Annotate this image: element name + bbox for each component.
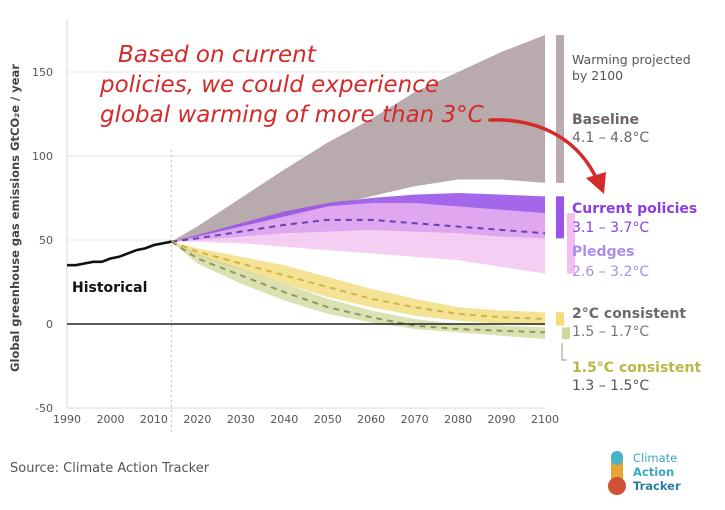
range-baseline: 4.1 – 4.8°C (572, 130, 649, 146)
projection-header-line-2: by 2100 (572, 68, 623, 83)
range-bar-pledges (567, 213, 575, 274)
annotation-arrow (488, 118, 600, 184)
scenario-medians (170, 218, 546, 334)
logo-text-line-2: Action (633, 465, 674, 479)
x-tick-label: 2080 (444, 413, 472, 426)
scenario-labels: Baseline 4.1 – 4.8°C Current policies 3.1 –… (572, 112, 701, 394)
range-1-5-c-consistent: 1.3 – 1.5°C (572, 378, 649, 394)
scenario-bands (171, 35, 546, 340)
x-tick-label: 2020 (183, 413, 211, 426)
band-baseline (171, 35, 546, 242)
label-pledges: Pledges (572, 244, 634, 260)
label-baseline: Baseline (572, 112, 639, 128)
x-tick-label: 2090 (488, 413, 516, 426)
median-1-5-c-consistent (170, 240, 546, 334)
band-1-5-c-consistent (171, 241, 546, 340)
x-tick-label: 2060 (357, 413, 385, 426)
x-tick-labels: 1990 2000 2010 2020 2030 2040 2050 2060 2070 2080… (53, 413, 559, 426)
historical-label: Historical (72, 280, 147, 296)
band-2-c-consistent (171, 241, 546, 326)
x-tick-label: 2050 (314, 413, 342, 426)
range-2-c-consistent: 1.5 – 1.7°C (572, 324, 649, 340)
range-pledges: 2.6 – 3.2°C (572, 264, 649, 280)
y-tick-label: 100 (32, 150, 53, 163)
source-text: Source: Climate Action Tracker (10, 461, 210, 476)
x-tick-label: 2000 (96, 413, 124, 426)
y-tick-label: 150 (32, 66, 53, 79)
y-tick-label: 0 (46, 318, 53, 331)
x-tick-label: 2070 (401, 413, 429, 426)
x-tick-label: 2040 (270, 413, 298, 426)
historical-line (67, 240, 172, 267)
range-bar-2-c-consistent (556, 312, 564, 326)
annotation-arrowhead (586, 172, 606, 194)
band-pledges (171, 203, 546, 274)
bracket (561, 343, 567, 361)
logo-text-line-1: Climate (633, 451, 677, 465)
label-current-policies: Current policies (572, 201, 697, 217)
annotation-line-2: policies, we could experience (99, 72, 439, 98)
annotation: Based on current policies, we could exper… (99, 42, 484, 128)
range-current-policies: 3.1 – 3.7°C (572, 220, 649, 236)
x-tick-label: 2100 (531, 413, 559, 426)
range-bar-baseline (556, 35, 564, 183)
projection-header-line-1: Warming projected (572, 52, 691, 67)
y-tick-labels: -50 0 50 100 150 (32, 66, 53, 415)
logo: Climate Action Tracker (608, 451, 681, 495)
annotation-line-1: Based on current (118, 42, 317, 68)
x-tick-label: 2010 (140, 413, 168, 426)
label-1-5-c-consistent: 1.5°C consistent (572, 360, 701, 376)
median-current-policies (171, 218, 546, 243)
logo-text-line-3: Tracker (633, 479, 681, 493)
y-axis-title: Global greenhouse gas emissions GtCO₂e /… (8, 64, 22, 372)
x-tick-label: 1990 (53, 413, 81, 426)
y-tick-label: 50 (39, 234, 53, 247)
x-tick-label: 2030 (227, 413, 255, 426)
annotation-line-3: global warming of more than 3°C (100, 102, 484, 128)
range-bar-current-policies (556, 196, 564, 239)
range-bars (556, 35, 575, 361)
range-bar-1-5-c-consistent (562, 327, 570, 340)
label-2-c-consistent: 2°C consistent (572, 306, 686, 322)
y-tick-label: -50 (35, 402, 53, 415)
